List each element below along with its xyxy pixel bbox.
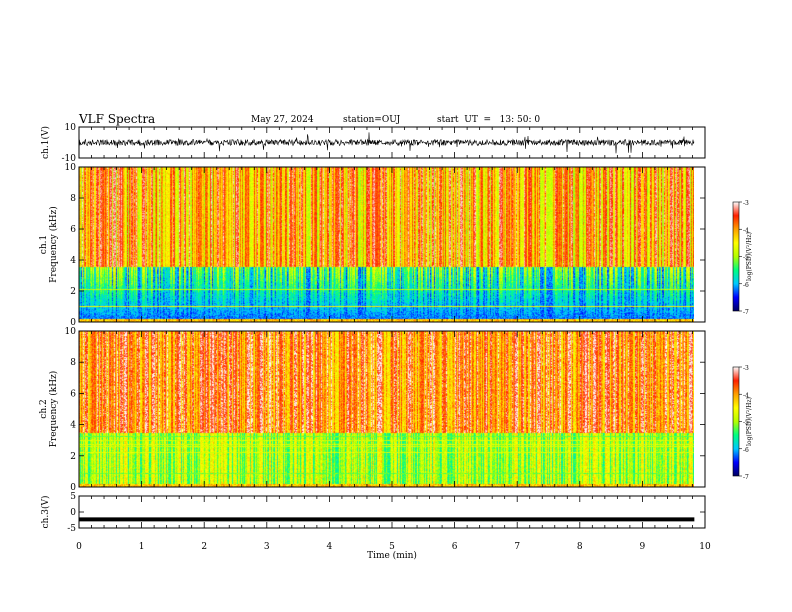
x-axis-label: Time (min) bbox=[367, 550, 417, 561]
spectrogram-image bbox=[79, 167, 694, 322]
y-tick-label: 0 bbox=[70, 483, 76, 493]
date-label: May 27, 2024 bbox=[251, 115, 314, 125]
figure-title: VLF Spectra bbox=[79, 112, 156, 126]
y-axis-label: Frequency (kHz) bbox=[48, 371, 59, 448]
ch1-waveform-line bbox=[78, 132, 695, 154]
y-tick-label: 2 bbox=[70, 287, 76, 297]
x-tick-label: 1 bbox=[139, 542, 145, 552]
colorbar-tick-label: -3 bbox=[743, 365, 749, 372]
x-tick-label: 7 bbox=[514, 542, 520, 552]
colorbar-label: log(PSD)(V²/Hz) bbox=[746, 232, 753, 281]
y-tick-label: 10 bbox=[65, 123, 77, 133]
colorbar-tick-label: -6 bbox=[743, 282, 749, 289]
x-tick-label: 4 bbox=[327, 542, 333, 552]
y-tick-label: 0 bbox=[70, 508, 76, 518]
y-tick-label: 2 bbox=[70, 452, 76, 462]
y-tick-label: 5 bbox=[70, 492, 76, 502]
y-tick-label: 8 bbox=[70, 358, 76, 368]
x-tick-label: 3 bbox=[264, 542, 270, 552]
y-tick-label: 6 bbox=[70, 225, 76, 235]
y-axis-label: ch.2 bbox=[39, 399, 49, 418]
y-axis-label: ch.1(V) bbox=[40, 126, 51, 159]
station-label: station=OUJ bbox=[343, 115, 401, 125]
colorbar-tick-label: -4 bbox=[743, 227, 749, 234]
colorbar-tick-label: -3 bbox=[743, 200, 749, 207]
start-time-label: start UT = 13: 50: 0 bbox=[437, 115, 541, 125]
y-tick-label: -10 bbox=[62, 154, 77, 164]
colorbar-label: log(PSD)(V²/Hz) bbox=[746, 397, 753, 446]
y-axis-label: ch.1 bbox=[39, 235, 49, 254]
y-axis-label: Frequency (kHz) bbox=[48, 206, 59, 283]
y-tick-label: 4 bbox=[70, 256, 76, 266]
y-tick-label: -5 bbox=[67, 524, 76, 534]
colorbar-tick-label: -6 bbox=[743, 447, 749, 454]
y-tick-label: 10 bbox=[65, 327, 77, 337]
x-tick-label: 8 bbox=[577, 542, 583, 552]
x-tick-label: 10 bbox=[699, 542, 711, 552]
spectrogram-image bbox=[79, 331, 694, 487]
x-tick-label: 9 bbox=[640, 542, 646, 552]
x-tick-label: 0 bbox=[76, 542, 82, 552]
y-tick-label: 8 bbox=[70, 194, 76, 204]
colorbar-layer: -3 -4 -5 -6 -7 log(PSD)(V²/Hz) -3 -4 -5 -6 -7 log(P… bbox=[732, 200, 753, 481]
colorbar bbox=[732, 201, 740, 312]
colorbar-tick-label: -7 bbox=[743, 474, 749, 481]
waveform-layer bbox=[78, 132, 695, 522]
y-tick-label: 6 bbox=[70, 389, 76, 399]
spectrogram-layer bbox=[79, 167, 694, 487]
x-tick-label: 5 bbox=[389, 542, 395, 552]
colorbar-tick-label: -5 bbox=[743, 420, 749, 427]
y-axis-label: ch.3(V) bbox=[40, 496, 51, 529]
x-tick-label: 2 bbox=[201, 542, 207, 552]
colorbar-tick-label: -5 bbox=[743, 255, 749, 262]
y-tick-label: 0 bbox=[70, 318, 76, 328]
colorbar-tick-label: -4 bbox=[743, 392, 749, 399]
x-tick-label: 6 bbox=[452, 542, 458, 552]
colorbar-tick-label: -7 bbox=[743, 309, 749, 316]
y-tick-label: 10 bbox=[65, 163, 77, 173]
y-tick-label: 4 bbox=[70, 421, 76, 431]
colorbar bbox=[732, 366, 740, 477]
